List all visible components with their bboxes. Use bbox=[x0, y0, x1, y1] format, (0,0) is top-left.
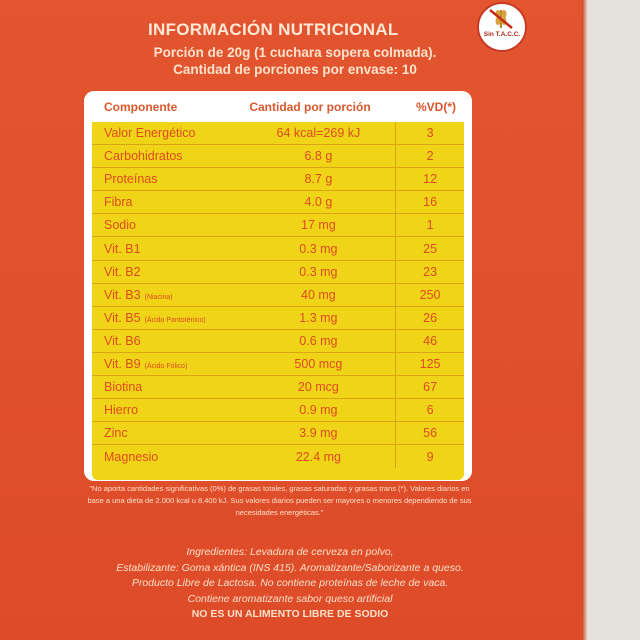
table-row: Zinc 3.9 mg 56 bbox=[92, 422, 464, 446]
table-row: Carbohidratos 6.8 g 2 bbox=[92, 145, 464, 169]
row-vd: 26 bbox=[423, 310, 438, 325]
table-row: Hierro 0.9 mg 6 bbox=[92, 399, 464, 423]
ingredients-line: Ingredientes: Levadura de cerveza en pol… bbox=[186, 546, 394, 558]
row-amount: 0.3 mg bbox=[242, 260, 397, 283]
row-amount: 64 kcal=269 kJ bbox=[242, 122, 397, 145]
row-vd: 125 bbox=[419, 356, 441, 371]
component-name: Vit. B9 bbox=[104, 356, 141, 371]
row-amount: 4.0 g bbox=[242, 191, 397, 214]
row-amount: 22.4 mg bbox=[242, 445, 397, 469]
component-note: (Ácido Fólico) bbox=[144, 362, 188, 370]
crossed-wheat-icon bbox=[489, 9, 513, 29]
row-component: Valor Energético bbox=[92, 126, 242, 140]
table-body: Valor Energético 64 kcal=269 kJ 3 Carbohidr… bbox=[92, 122, 464, 480]
row-vd: 2 bbox=[426, 149, 434, 164]
row-component: Vit. B5 (Ácido Pantoténico) bbox=[92, 311, 242, 325]
row-vd: 25 bbox=[423, 241, 438, 256]
row-amount: 40 mg bbox=[242, 283, 397, 306]
component-name: Zinc bbox=[104, 426, 128, 441]
component-name: Vit. B2 bbox=[104, 264, 141, 279]
component-name: Carbohidratos bbox=[104, 149, 183, 164]
row-amount: 8.7 g bbox=[242, 168, 397, 191]
row-component: Hierro bbox=[92, 403, 242, 417]
component-name: Hierro bbox=[104, 403, 139, 418]
header-component: Componente bbox=[104, 99, 178, 114]
lactose-line: Producto Libre de Lactosa. No contiene p… bbox=[131, 577, 449, 589]
table-row: Biotina 20 mcg 67 bbox=[92, 376, 464, 400]
component-name: Vit. B3 bbox=[104, 287, 141, 302]
row-amount: 1.3 mg bbox=[242, 306, 397, 329]
table-row: Vit. B9 (Ácido Fólico) 500 mcg 125 bbox=[92, 352, 464, 377]
table-row: Vit. B5 (Ácido Pantoténico) 1.3 mg 26 bbox=[92, 306, 464, 330]
row-vd: 56 bbox=[423, 426, 438, 441]
component-name: Sodio bbox=[104, 218, 136, 233]
table-row: Vit. B1 0.3 mg 25 bbox=[92, 237, 464, 261]
row-vd: 12 bbox=[423, 172, 438, 187]
table-row: Magnesio 22.4 mg 9 bbox=[92, 445, 464, 469]
nutrition-table: Componente Cantidad por porción %VD(*) V… bbox=[84, 91, 472, 481]
row-vd: 67 bbox=[423, 380, 438, 395]
row-component: Vit. B3 (Niacina) bbox=[92, 288, 242, 302]
flavor-line: Contiene aromatizante sabor queso artifi… bbox=[187, 592, 393, 605]
servings-per-package: Cantidad de porciones por envase: 10 bbox=[173, 62, 417, 77]
row-vd: 23 bbox=[423, 264, 438, 279]
table-row: Proteínas 8.7 g 12 bbox=[92, 168, 464, 192]
row-component: Vit. B6 bbox=[92, 334, 242, 348]
row-component: Magnesio bbox=[92, 450, 242, 464]
header-amount: Cantidad por porción bbox=[249, 99, 371, 114]
nutrition-title: INFORMACIÓN NUTRICIONAL bbox=[148, 20, 399, 39]
row-amount: 20 mcg bbox=[242, 376, 397, 399]
row-vd: 46 bbox=[423, 333, 438, 348]
row-component: Vit. B1 bbox=[92, 242, 242, 256]
component-name: Magnesio bbox=[104, 449, 159, 464]
row-component: Zinc bbox=[92, 426, 242, 440]
row-component: Carbohidratos bbox=[92, 149, 242, 163]
stabilizer-line: Estabilizante: Goma xántica (INS 415). A… bbox=[116, 561, 464, 574]
table-row: Valor Energético 64 kcal=269 kJ 3 bbox=[92, 122, 464, 146]
table-row: Sodio 17 mg 1 bbox=[92, 214, 464, 238]
component-name: Vit. B1 bbox=[104, 241, 141, 256]
ingredients-block: Ingredientes: Levadura de cerveza en pol… bbox=[80, 545, 500, 623]
footnote: "No aporta cantidades significativas (0%… bbox=[87, 484, 472, 517]
row-component: Vit. B2 bbox=[92, 265, 242, 279]
sodium-warning: NO ES UN ALIMENTO LIBRE DE SODIO bbox=[191, 608, 389, 620]
row-amount: 0.9 mg bbox=[242, 399, 397, 422]
header-vd: %VD(*) bbox=[415, 99, 456, 114]
table-header: Componente Cantidad por porción %VD(*) bbox=[84, 91, 472, 122]
row-component: Sodio bbox=[92, 218, 242, 232]
serving-size: Porción de 20g (1 cuchara sopera colmada… bbox=[153, 45, 437, 60]
row-amount: 3.9 mg bbox=[242, 422, 397, 445]
component-name: Valor Energético bbox=[104, 126, 196, 141]
badge-text: Sin T.A.C.C. bbox=[483, 31, 521, 38]
component-note: (Niacina) bbox=[144, 293, 173, 301]
component-note: (Ácido Pantoténico) bbox=[144, 316, 206, 324]
row-amount: 6.8 g bbox=[242, 145, 397, 168]
row-vd: 3 bbox=[426, 126, 434, 141]
row-component: Biotina bbox=[92, 380, 242, 394]
table-row: Fibra 4.0 g 16 bbox=[92, 191, 464, 215]
gluten-free-badge: Sin T.A.C.C. bbox=[477, 2, 527, 52]
row-vd: 16 bbox=[423, 195, 438, 210]
package-edge bbox=[582, 0, 588, 640]
table-row: Vit. B2 0.3 mg 23 bbox=[92, 260, 464, 284]
row-component: Proteínas bbox=[92, 172, 242, 186]
row-component: Vit. B9 (Ácido Fólico) bbox=[92, 357, 242, 371]
table-row: Vit. B3 (Niacina) 40 mg 250 bbox=[92, 283, 464, 307]
row-amount: 17 mg bbox=[242, 214, 397, 237]
row-vd: 250 bbox=[419, 287, 441, 302]
table-row: Vit. B6 0.6 mg 46 bbox=[92, 329, 464, 353]
row-vd: 1 bbox=[426, 218, 434, 233]
component-name: Vit. B6 bbox=[104, 333, 141, 348]
component-name: Fibra bbox=[104, 195, 133, 210]
row-vd: 9 bbox=[426, 449, 434, 464]
component-name: Biotina bbox=[104, 380, 143, 395]
component-name: Proteínas bbox=[104, 172, 158, 187]
row-vd: 6 bbox=[426, 403, 434, 418]
serving-info: Porción de 20g (1 cuchara sopera colmada… bbox=[115, 44, 475, 78]
component-name: Vit. B5 bbox=[104, 310, 141, 325]
row-component: Fibra bbox=[92, 195, 242, 209]
row-amount: 500 mcg bbox=[242, 352, 397, 376]
row-amount: 0.6 mg bbox=[242, 329, 397, 352]
row-amount: 0.3 mg bbox=[242, 237, 397, 260]
